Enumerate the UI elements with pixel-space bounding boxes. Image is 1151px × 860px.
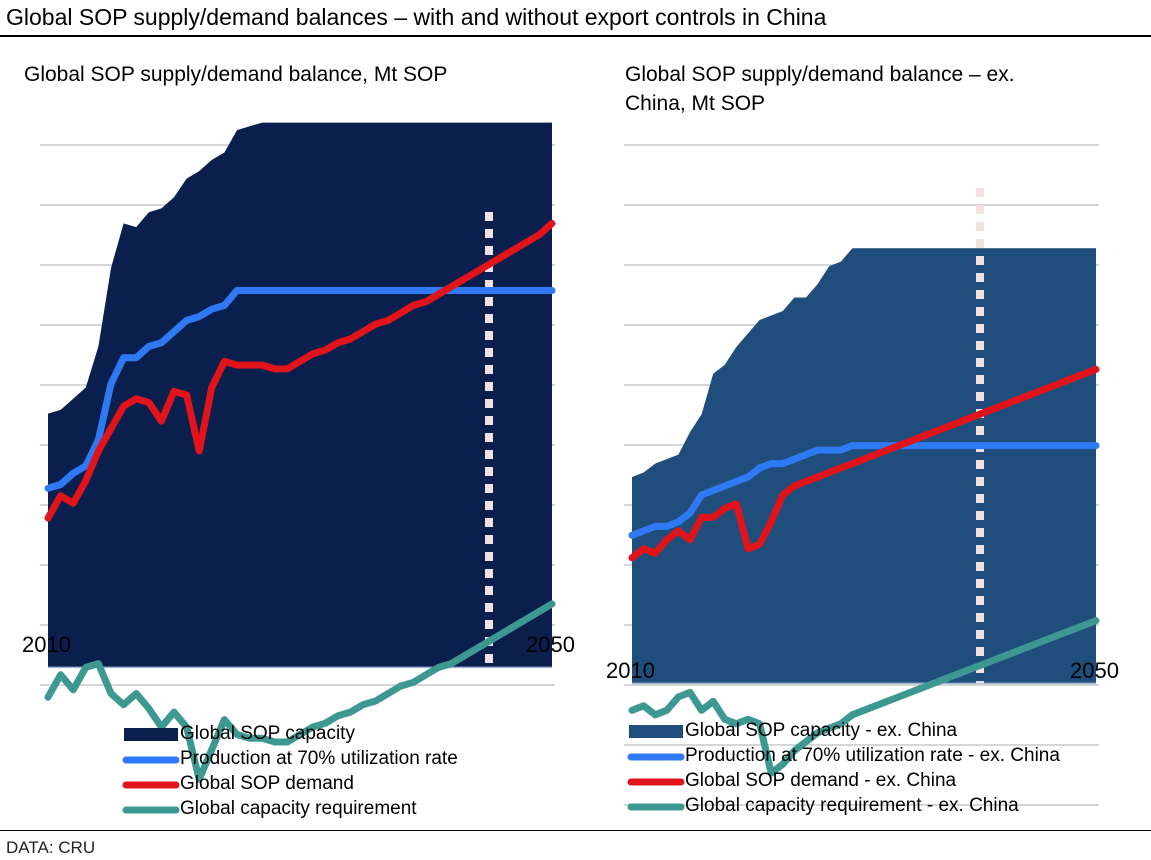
legend-swatch-line — [122, 806, 180, 814]
chart-left-title: Global SOP supply/demand balance, Mt SOP — [24, 63, 448, 86]
legend-label: Global capacity requirement - ex. China — [685, 795, 1019, 816]
legend-label: Production at 70% utilization rate — [180, 748, 458, 769]
chart-right-title: Global SOP supply/demand balance – ex. C… — [625, 63, 1015, 115]
legend-swatch-line — [122, 781, 180, 789]
demand-line — [628, 365, 1100, 562]
legend-label: Global SOP demand — [180, 773, 354, 794]
x-tick-label-start: 2010 — [606, 658, 655, 683]
capacity-area — [48, 122, 552, 668]
legend-label: Production at 70% utilization rate - ex.… — [685, 745, 1060, 766]
x-tick-label-end: 2050 — [1070, 658, 1119, 683]
legend-swatch-line — [627, 753, 685, 761]
source-note: DATA: CRU — [6, 838, 96, 857]
footer-rule — [0, 830, 1151, 831]
requirement-line — [44, 600, 556, 783]
x-tick-label-end: 2050 — [526, 632, 575, 657]
capacity-area — [632, 248, 1096, 684]
chart-right: 2010 2050 — [606, 144, 1119, 806]
legend-right: Global SOP capacity - ex. China Productio… — [627, 719, 1127, 829]
legend-label: Global SOP capacity — [180, 723, 355, 744]
legend-swatch-line — [627, 778, 685, 786]
chart-left: 2010 2050 — [22, 122, 575, 783]
legend-swatch-line — [122, 756, 180, 764]
legend-swatch-line — [627, 803, 685, 811]
x-tick-label-start: 2010 — [22, 632, 71, 657]
demand-line — [44, 219, 556, 522]
production-line — [628, 442, 1100, 539]
legend-swatch-area — [124, 728, 178, 741]
production-line — [44, 287, 556, 492]
legend-label: Global capacity requirement — [180, 798, 417, 819]
page-title: Global SOP supply/demand balances – with… — [6, 4, 827, 30]
requirement-line — [628, 617, 1100, 777]
legend-left: Global SOP capacity Production at 70% uti… — [122, 722, 582, 832]
legend-label: Global SOP capacity - ex. China — [685, 720, 958, 741]
title-rule — [0, 35, 1151, 37]
legend-swatch-area — [629, 725, 683, 738]
legend-label: Global SOP demand - ex. China — [685, 770, 957, 791]
